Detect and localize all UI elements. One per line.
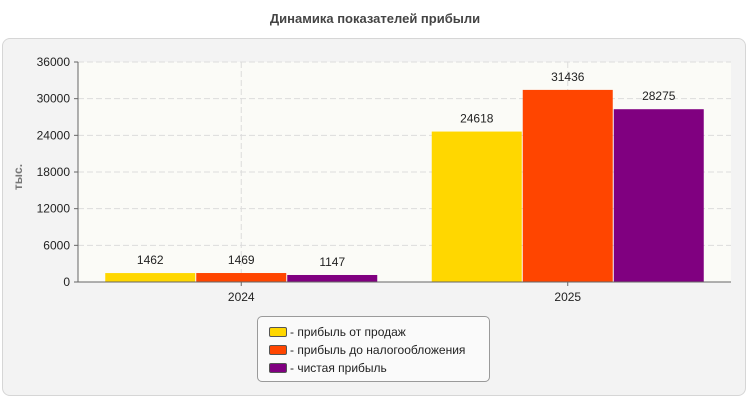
bar-value-label: 28275	[642, 89, 676, 103]
bar	[431, 131, 522, 282]
bar-value-label: 1469	[228, 253, 255, 267]
x-tick-label: 2024	[228, 290, 255, 304]
chart-title: Динамика показателей прибыли	[269, 11, 481, 26]
y-tick-label: 18000	[37, 165, 71, 179]
legend-item-pretax-profit: - прибыль до налогообложения	[269, 341, 489, 359]
bar	[522, 89, 613, 282]
y-tick-label: 0	[63, 275, 70, 289]
legend-item-net-profit: - чистая прибыль	[269, 359, 489, 377]
y-tick-label: 24000	[37, 128, 71, 142]
legend-label: - прибыль до налогообложения	[290, 343, 466, 357]
legend-swatch	[269, 363, 287, 373]
legend-item-sales-profit: - прибыль от продаж	[269, 323, 489, 341]
legend-label: - прибыль от продаж	[290, 325, 406, 339]
legend-swatch	[269, 327, 287, 337]
bar-value-label: 31436	[551, 70, 585, 84]
legend-label: - чистая прибыль	[290, 361, 387, 375]
bar	[287, 274, 378, 282]
legend-swatch	[269, 345, 287, 355]
bar-value-label: 1462	[137, 253, 164, 267]
y-axis-label: тыс.	[10, 164, 26, 190]
x-tick-label: 2025	[554, 290, 581, 304]
y-tick-label: 12000	[37, 202, 71, 216]
y-axis-label-text: тыс.	[11, 163, 25, 191]
legend: - прибыль от продаж - прибыль до налогоо…	[257, 316, 490, 382]
y-tick-label: 30000	[37, 92, 71, 106]
y-tick-label: 36000	[37, 55, 71, 69]
y-tick-label: 6000	[43, 238, 70, 252]
bar-value-label: 24618	[460, 112, 494, 126]
bar	[105, 273, 196, 282]
bar-value-label: 1147	[319, 255, 345, 269]
bar	[613, 109, 704, 282]
bar	[196, 273, 287, 282]
